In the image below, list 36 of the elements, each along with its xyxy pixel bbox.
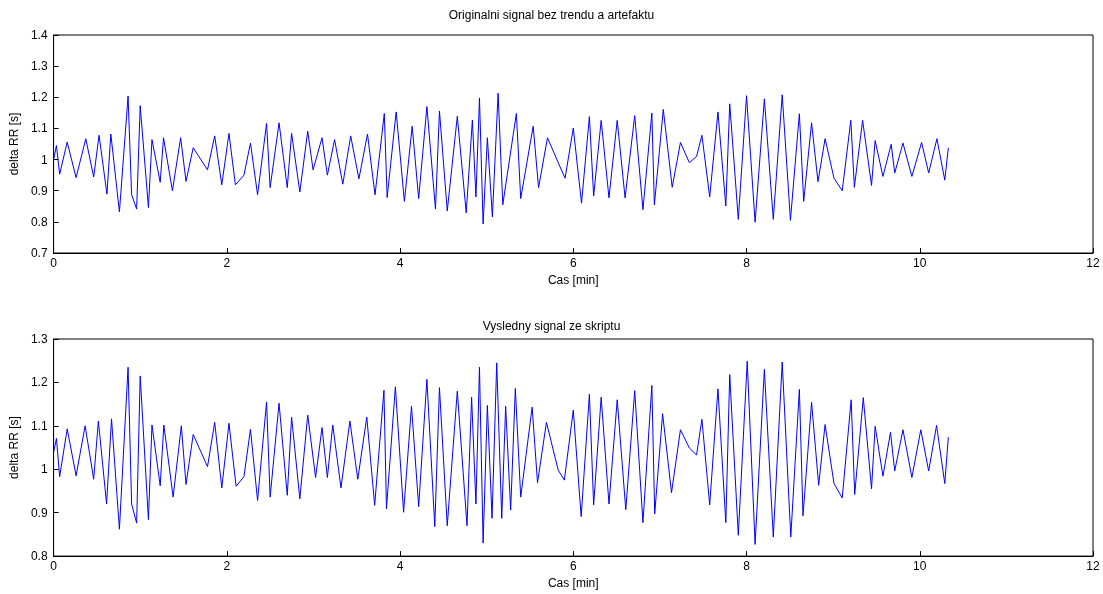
y-tick-label: 0.9 — [30, 183, 48, 198]
x-axis-title: Cas [min] — [547, 576, 599, 590]
y-tick-label: 0.7 — [30, 246, 48, 260]
x-tick-label: 6 — [569, 256, 577, 270]
chart-title: Vysledny signal ze skriptu — [482, 319, 621, 333]
y-tick-label: 1 — [40, 462, 48, 477]
x-tick-label: 10 — [913, 256, 927, 270]
x-tick-label: 4 — [396, 256, 404, 270]
x-tick-label: 0 — [50, 256, 58, 270]
x-tick-label: 4 — [396, 559, 404, 574]
y-tick-label: 1.4 — [30, 28, 48, 42]
y-tick-label: 1.1 — [30, 418, 48, 433]
y-tick-label: 0.8 — [30, 549, 48, 564]
x-tick-label: 2 — [223, 559, 231, 574]
y-tick-label: 1.3 — [30, 59, 48, 74]
x-tick-label: 0 — [50, 559, 58, 574]
y-tick-label: 1.2 — [30, 90, 48, 105]
y-tick-label: 0.9 — [30, 505, 48, 520]
x-axis-title: Cas [min] — [547, 272, 599, 287]
line-series — [53, 92, 949, 225]
x-tick-label: 10 — [913, 559, 927, 574]
x-tick-label: 2 — [223, 256, 231, 270]
x-tick-label: 12 — [1086, 559, 1100, 574]
x-tick-label: 8 — [743, 256, 751, 270]
y-tick-label: 1.2 — [30, 375, 48, 390]
y-axis-title: delta RR [s] — [7, 416, 21, 479]
y-tick-label: 1.3 — [30, 332, 48, 346]
line-series — [53, 360, 949, 545]
chart-title: Originalni signal bez trendu a artefaktu — [448, 8, 655, 22]
y-tick-label: 1 — [40, 152, 48, 167]
x-tick-label: 12 — [1086, 256, 1100, 270]
y-tick-label: 0.8 — [30, 214, 48, 229]
y-axis-title: delta RR [s] — [7, 112, 21, 176]
x-tick-label: 6 — [569, 559, 577, 574]
y-tick-label: 1.1 — [30, 121, 48, 136]
x-tick-label: 8 — [743, 559, 751, 574]
